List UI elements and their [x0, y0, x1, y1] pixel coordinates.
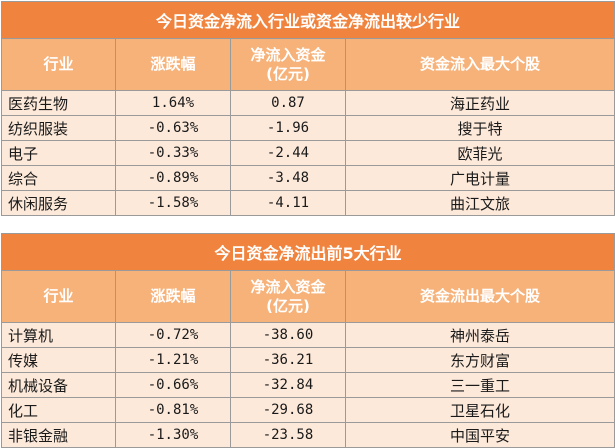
industry-cell: 电子	[1, 140, 116, 166]
inflow-table-title-row: 今日资金净流入行业或资金净流出较少行业	[0, 1, 615, 39]
net-flow-cell: -29.68	[230, 397, 346, 423]
header-change: 涨跌幅	[115, 270, 231, 323]
industry-cell: 机械设备	[1, 372, 116, 398]
top-stock-cell: 曲江文旅	[344, 190, 615, 216]
table-row: 休闲服务 -1.58% -4.11 曲江文旅	[1, 190, 615, 216]
net-flow-cell: 0.87	[230, 90, 346, 116]
table-row: 传媒 -1.21% -36.21 东方财富	[1, 347, 615, 373]
industry-cell: 医药生物	[1, 90, 116, 116]
top-stock-cell: 卫星石化	[344, 397, 615, 423]
outflow-table: 今日资金净流出前5大行业 行业 涨跌幅 净流入资金 (亿元) 资金流出最大个股 …	[0, 233, 615, 448]
change-cell: 1.64%	[115, 90, 231, 116]
table-row: 电子 -0.33% -2.44 欧菲光	[1, 140, 615, 166]
change-cell: -0.72%	[115, 322, 231, 348]
industry-cell: 传媒	[1, 347, 116, 373]
top-stock-cell: 广电计量	[344, 165, 615, 191]
table-row: 计算机 -0.72% -38.60 神州泰岳	[1, 322, 615, 348]
table-row: 化工 -0.81% -29.68 卫星石化	[1, 397, 615, 423]
net-flow-cell: -38.60	[230, 322, 346, 348]
table-row: 纺织服装 -0.63% -1.96 搜于特	[1, 115, 615, 141]
net-flow-cell: -1.96	[230, 115, 346, 141]
header-top-stock: 资金流入最大个股	[344, 38, 615, 91]
header-top-stock: 资金流出最大个股	[344, 270, 615, 323]
top-stock-cell: 三一重工	[344, 372, 615, 398]
net-flow-cell: -3.48	[230, 165, 346, 191]
outflow-table-header-row: 行业 涨跌幅 净流入资金 (亿元) 资金流出最大个股	[1, 270, 615, 323]
outflow-table-title: 今日资金净流出前5大行业	[0, 233, 615, 271]
header-industry: 行业	[1, 38, 116, 91]
header-net-flow: 净流入资金 (亿元)	[230, 270, 346, 323]
top-stock-cell: 东方财富	[344, 347, 615, 373]
industry-cell: 纺织服装	[1, 115, 116, 141]
top-stock-cell: 海正药业	[344, 90, 615, 116]
header-industry: 行业	[1, 270, 116, 323]
header-change: 涨跌幅	[115, 38, 231, 91]
net-flow-cell: -4.11	[230, 190, 346, 216]
top-stock-cell: 欧菲光	[344, 140, 615, 166]
net-flow-cell: -2.44	[230, 140, 346, 166]
change-cell: -0.63%	[115, 115, 231, 141]
header-net-flow: 净流入资金 (亿元)	[230, 38, 346, 91]
industry-cell: 计算机	[1, 322, 116, 348]
outflow-table-title-row: 今日资金净流出前5大行业	[0, 233, 615, 271]
inflow-table-header-row: 行业 涨跌幅 净流入资金 (亿元) 资金流入最大个股	[1, 38, 615, 91]
net-flow-cell: -32.84	[230, 372, 346, 398]
net-flow-cell: -36.21	[230, 347, 346, 373]
top-stock-cell: 神州泰岳	[344, 322, 615, 348]
change-cell: -0.89%	[115, 165, 231, 191]
inflow-table: 今日资金净流入行业或资金净流出较少行业 行业 涨跌幅 净流入资金 (亿元) 资金…	[0, 1, 615, 216]
change-cell: -0.33%	[115, 140, 231, 166]
table-row: 机械设备 -0.66% -32.84 三一重工	[1, 372, 615, 398]
industry-cell: 化工	[1, 397, 116, 423]
table-row: 综合 -0.89% -3.48 广电计量	[1, 165, 615, 191]
industry-cell: 综合	[1, 165, 116, 191]
change-cell: -1.58%	[115, 190, 231, 216]
table-row: 医药生物 1.64% 0.87 海正药业	[1, 90, 615, 116]
top-stock-cell: 搜于特	[344, 115, 615, 141]
change-cell: -0.66%	[115, 372, 231, 398]
inflow-table-title: 今日资金净流入行业或资金净流出较少行业	[0, 1, 615, 39]
change-cell: -0.81%	[115, 397, 231, 423]
change-cell: -1.21%	[115, 347, 231, 373]
industry-cell: 休闲服务	[1, 190, 116, 216]
